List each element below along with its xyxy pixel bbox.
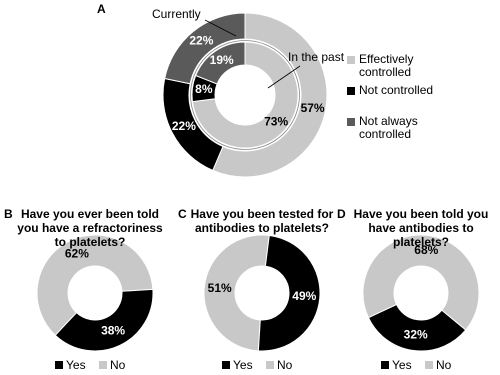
annotation-line	[204, 19, 237, 37]
donut-segment	[203, 234, 270, 352]
legend-label: Effectively controlled	[359, 52, 414, 79]
value-label: 38%	[101, 324, 125, 338]
value-label: 19%	[210, 53, 234, 67]
value-label: 68%	[414, 243, 438, 257]
legend-swatch	[347, 118, 355, 126]
legend-label: Yes	[233, 358, 253, 372]
legend-label: Not controlled	[359, 83, 434, 97]
value-label: 49%	[292, 289, 316, 303]
ring-outline	[190, 40, 300, 150]
donut-segment	[191, 41, 299, 149]
value-label: 62%	[65, 247, 89, 261]
legend-label: Yes	[66, 358, 86, 372]
chart-title: Have you ever been told you have a refra…	[17, 207, 163, 249]
legend-swatch	[381, 361, 389, 369]
chart-title: Have you been tested for antibodies to p…	[190, 207, 334, 235]
legend-label: No	[110, 358, 126, 372]
legend-swatch	[425, 361, 433, 369]
value-label: 8%	[195, 82, 213, 96]
legend-label: No	[277, 358, 293, 372]
legend-swatch	[266, 361, 274, 369]
chart-title: Have you been told you have antibodies t…	[353, 207, 489, 249]
value-label: 22%	[189, 34, 213, 48]
legend-swatch	[99, 361, 107, 369]
value-label: 32%	[404, 327, 428, 341]
donut-segment	[212, 12, 328, 178]
annotation: In the past	[288, 50, 345, 64]
donut-segment	[257, 234, 321, 352]
legend-label: Not always controlled	[359, 114, 418, 141]
donut-segment	[195, 41, 246, 85]
legend-swatch	[347, 56, 355, 64]
legend-label: No	[436, 358, 452, 372]
legend-label: Yes	[392, 358, 412, 372]
value-label: 73%	[264, 115, 288, 129]
panel-label: D	[337, 207, 346, 221]
value-label: 51%	[208, 281, 232, 295]
value-label: 57%	[301, 101, 325, 115]
panel-label: C	[178, 207, 187, 221]
legend-swatch	[222, 361, 230, 369]
donut-segment	[36, 234, 154, 336]
panel-label: A	[97, 2, 106, 16]
panel-label: B	[4, 207, 13, 221]
legend-swatch	[55, 361, 63, 369]
donut-segment	[54, 288, 154, 352]
donut-segment	[367, 303, 467, 352]
value-label: 22%	[172, 119, 196, 133]
annotation: Currently	[152, 7, 201, 21]
annotation-line	[267, 65, 301, 89]
legend-swatch	[347, 87, 355, 95]
